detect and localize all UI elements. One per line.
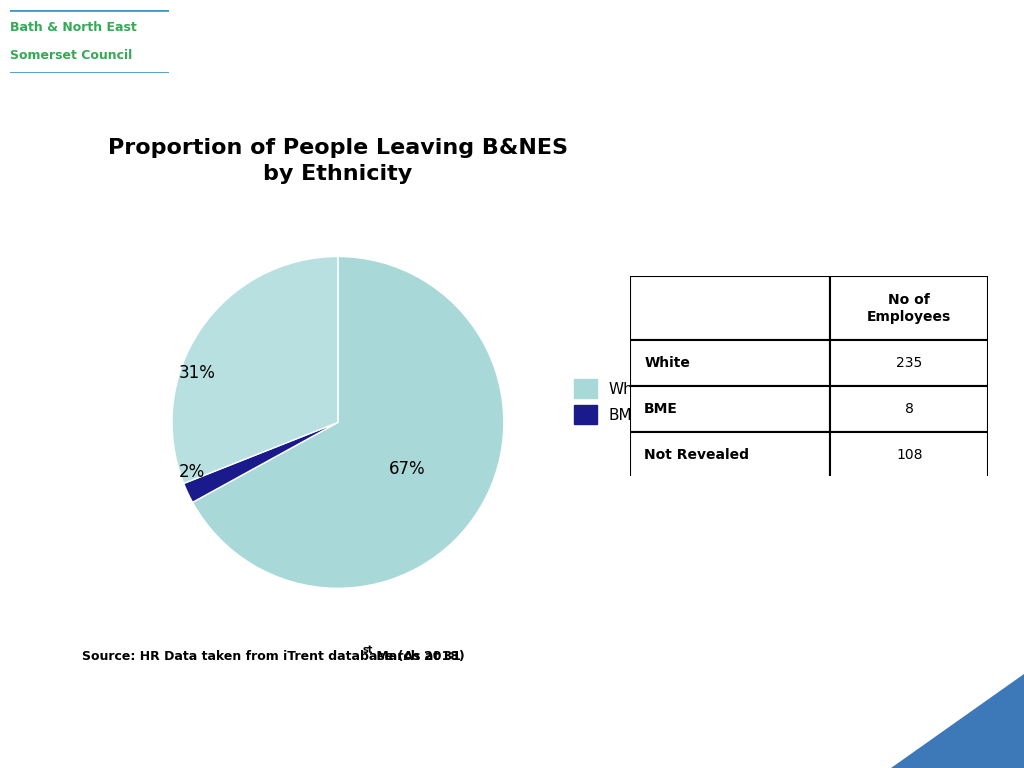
Text: Bath & North East Somerset -: Bath & North East Somerset - (155, 709, 512, 733)
Legend: White, BME: White, BME (573, 379, 653, 424)
Text: March 2018): March 2018) (372, 650, 464, 663)
Text: Not Revealed: Not Revealed (644, 449, 750, 462)
Text: 108: 108 (896, 449, 923, 462)
Text: 8: 8 (905, 402, 913, 416)
Bar (630, 340, 830, 386)
Text: No of
Employees: No of Employees (867, 293, 951, 323)
Bar (630, 386, 830, 432)
Text: 31%: 31% (178, 363, 215, 382)
Text: Source: HR Data taken from iTrent database (As at 31: Source: HR Data taken from iTrent databa… (82, 650, 461, 663)
Wedge shape (193, 257, 504, 588)
Text: place to live, work and visit: place to live, work and visit (550, 709, 882, 733)
Bar (630, 432, 830, 478)
Text: Somerset Council: Somerset Council (10, 49, 132, 62)
Bar (630, 276, 830, 340)
Text: 2%: 2% (179, 463, 205, 482)
Text: The: The (515, 709, 559, 733)
Polygon shape (891, 674, 1024, 768)
Text: Proportion of People Leaving B&NES
by Ethnicity: Proportion of People Leaving B&NES by Et… (108, 138, 568, 184)
Text: Bath & North East: Bath & North East (10, 21, 137, 34)
Wedge shape (183, 422, 338, 502)
Bar (830, 340, 988, 386)
Text: st: st (362, 645, 374, 655)
Wedge shape (172, 257, 338, 484)
Text: 67%: 67% (389, 460, 426, 478)
Bar (830, 276, 988, 340)
Text: White: White (644, 356, 690, 370)
Text: BME: BME (644, 402, 678, 416)
Text: 235: 235 (896, 356, 923, 370)
Bar (830, 386, 988, 432)
Bar (830, 432, 988, 478)
